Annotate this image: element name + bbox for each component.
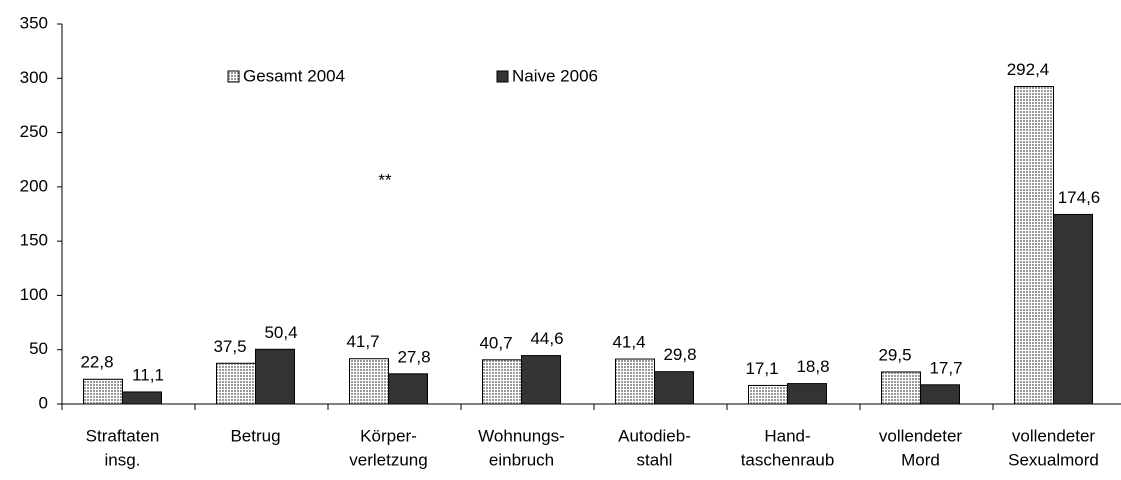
y-tick-label: 350 <box>20 13 48 32</box>
legend-label: Gesamt 2004 <box>243 66 345 85</box>
bar <box>787 383 827 405</box>
x-tick-label: taschenraub <box>741 450 835 469</box>
value-label: 17,1 <box>745 359 778 378</box>
legend-swatch <box>227 70 240 83</box>
value-label: 17,7 <box>929 358 962 377</box>
value-label: 41,7 <box>346 332 379 351</box>
y-tick-label: 50 <box>29 339 48 358</box>
y-tick-label: 150 <box>20 231 48 250</box>
value-label: 27,8 <box>397 347 430 366</box>
value-label: 40,7 <box>479 333 512 352</box>
bar <box>748 384 788 405</box>
x-tick-label: stahl <box>637 450 673 469</box>
x-tick-label: Sexualmord <box>1008 450 1099 469</box>
y-tick-label: 100 <box>20 285 48 304</box>
value-label: 292,4 <box>1007 60 1050 79</box>
bar <box>881 371 921 405</box>
x-tick-label: Mord <box>901 450 940 469</box>
x-tick-label: Betrug <box>230 426 280 445</box>
bar <box>615 358 655 405</box>
y-tick-label: 300 <box>20 68 48 87</box>
x-tick-label: Straftaten <box>86 426 160 445</box>
x-tick-label: verletzung <box>349 450 427 469</box>
bar <box>1053 213 1093 405</box>
bar <box>920 384 960 405</box>
y-tick-label: 200 <box>20 176 48 195</box>
bar <box>521 355 561 405</box>
bar <box>1014 86 1054 405</box>
value-label: 18,8 <box>796 357 829 376</box>
value-label: 11,1 <box>132 365 164 384</box>
bar <box>349 358 389 405</box>
bar <box>83 378 123 405</box>
legend-swatch <box>496 70 509 83</box>
x-tick-label: Wohnungs- <box>478 426 565 445</box>
value-label: 37,5 <box>213 337 246 356</box>
x-tick-label: insg. <box>105 450 141 469</box>
x-tick-label: vollendeter <box>879 426 963 445</box>
bar <box>388 373 428 405</box>
bar <box>216 362 256 405</box>
x-tick-label: einbruch <box>489 450 554 469</box>
value-label: 41,4 <box>612 333 645 352</box>
value-label: 50,4 <box>264 323 297 342</box>
value-label: 44,6 <box>530 329 563 348</box>
annotation: ** <box>378 170 392 189</box>
x-tick-label: Hand- <box>764 426 810 445</box>
value-label: 29,5 <box>878 345 911 364</box>
value-label: 174,6 <box>1058 188 1101 207</box>
value-label: 22,8 <box>80 353 113 372</box>
bar <box>255 348 295 405</box>
value-label: 29,8 <box>663 345 696 364</box>
x-tick-label: vollendeter <box>1012 426 1096 445</box>
y-tick-label: 250 <box>20 122 48 141</box>
legend-label: Naive 2006 <box>512 66 598 85</box>
x-tick-label: Körper- <box>360 426 417 445</box>
bar <box>122 391 162 405</box>
bar <box>482 359 522 405</box>
x-tick-label: Autodieb- <box>618 426 691 445</box>
y-tick-label: 0 <box>39 393 48 412</box>
bar <box>654 371 694 405</box>
